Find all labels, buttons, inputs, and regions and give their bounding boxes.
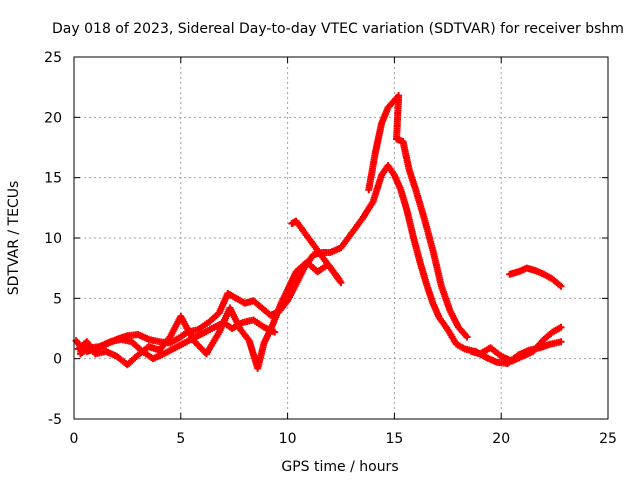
- x-tick-label: 20: [492, 431, 510, 447]
- y-tick-label: 0: [53, 352, 62, 368]
- data-points: [72, 92, 565, 372]
- plot-frame: [73, 56, 609, 420]
- x-tick-label: 5: [176, 431, 185, 447]
- data-point: [557, 323, 565, 331]
- series-track-d: [365, 92, 471, 341]
- series-track-g: [288, 217, 345, 287]
- x-tick-label: 10: [279, 431, 297, 447]
- data-point: [557, 338, 565, 346]
- series-track-f: [467, 323, 565, 365]
- y-tick-label: -5: [48, 412, 62, 428]
- series-track-e: [506, 264, 565, 290]
- data-point: [557, 282, 565, 290]
- data-point: [337, 279, 345, 287]
- y-tick-label: 10: [44, 231, 62, 247]
- x-tick-label: 0: [70, 431, 79, 447]
- series-track-c: [76, 316, 279, 363]
- y-tick-label: 5: [53, 291, 62, 307]
- x-tick-label: 15: [385, 431, 403, 447]
- y-tick-label: 20: [44, 110, 62, 126]
- grid-lines: [74, 57, 608, 419]
- series-track-a: [72, 162, 565, 367]
- y-tick-label: 25: [44, 50, 62, 66]
- data-point: [463, 333, 471, 341]
- axis-ticks: 0 5 10 15 20 25 -5 0 5 10 15 20 25: [44, 50, 617, 447]
- y-tick-label: 15: [44, 171, 62, 187]
- data-point: [271, 328, 279, 336]
- x-axis-label: GPS time / hours: [281, 459, 398, 475]
- y-axis-label: SDTVAR / TECUs: [6, 181, 22, 296]
- x-tick-label: 25: [599, 431, 617, 447]
- chart-title: Day 018 of 2023, Sidereal Day-to-day VTE…: [52, 21, 624, 37]
